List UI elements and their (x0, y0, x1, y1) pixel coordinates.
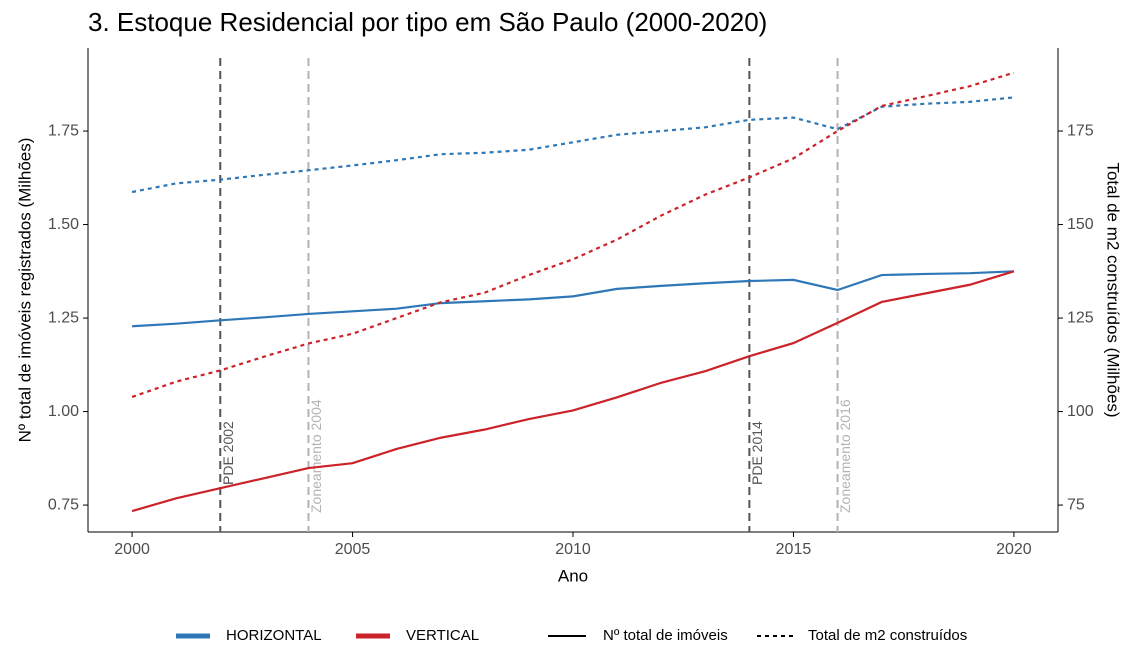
series-line (132, 270, 1014, 328)
chart-title: 3. Estoque Residencial por tipo em São P… (88, 7, 767, 37)
series-line-m2 (131, 71, 1015, 399)
legend-label: VERTICAL (406, 627, 479, 644)
y2-tick-label: 100 (1067, 403, 1094, 420)
y-axis-label: Nº total de imóveis registrados (Milhões… (15, 138, 34, 443)
annotation-label: PDE 2014 (749, 421, 765, 485)
annotation-label: Zoneamento 2004 (308, 399, 324, 513)
y2-tick-label: 75 (1067, 496, 1085, 513)
y-tick-label: 1.25 (48, 309, 79, 326)
y2-tick-label: 175 (1067, 122, 1094, 139)
x-axis-label: Ano (558, 566, 588, 585)
annotation-label: PDE 2002 (220, 421, 236, 485)
y2-tick-label: 150 (1067, 216, 1094, 233)
x-tick-label: 2005 (335, 541, 371, 558)
series-line-m2 (131, 96, 1015, 194)
y-tick-label: 1.75 (48, 122, 79, 139)
legend-label: HORIZONTAL (226, 627, 322, 644)
legend-label: Nº total de imóveis (603, 627, 728, 644)
y2-axis-label: Total de m2 construídos (Milhões) (1104, 162, 1123, 417)
y-tick-label: 0.75 (48, 496, 79, 513)
legend-label: Total de m2 construídos (808, 627, 967, 644)
annotation-label: Zoneamento 2016 (837, 399, 853, 513)
x-tick-label: 2000 (114, 541, 150, 558)
series-line (131, 270, 1015, 513)
y-tick-label: 1.00 (48, 403, 79, 420)
y2-tick-label: 125 (1067, 309, 1094, 326)
x-tick-label: 2020 (996, 541, 1032, 558)
x-tick-label: 2010 (555, 541, 591, 558)
x-tick-label: 2015 (776, 541, 812, 558)
y-tick-label: 1.50 (48, 216, 79, 233)
